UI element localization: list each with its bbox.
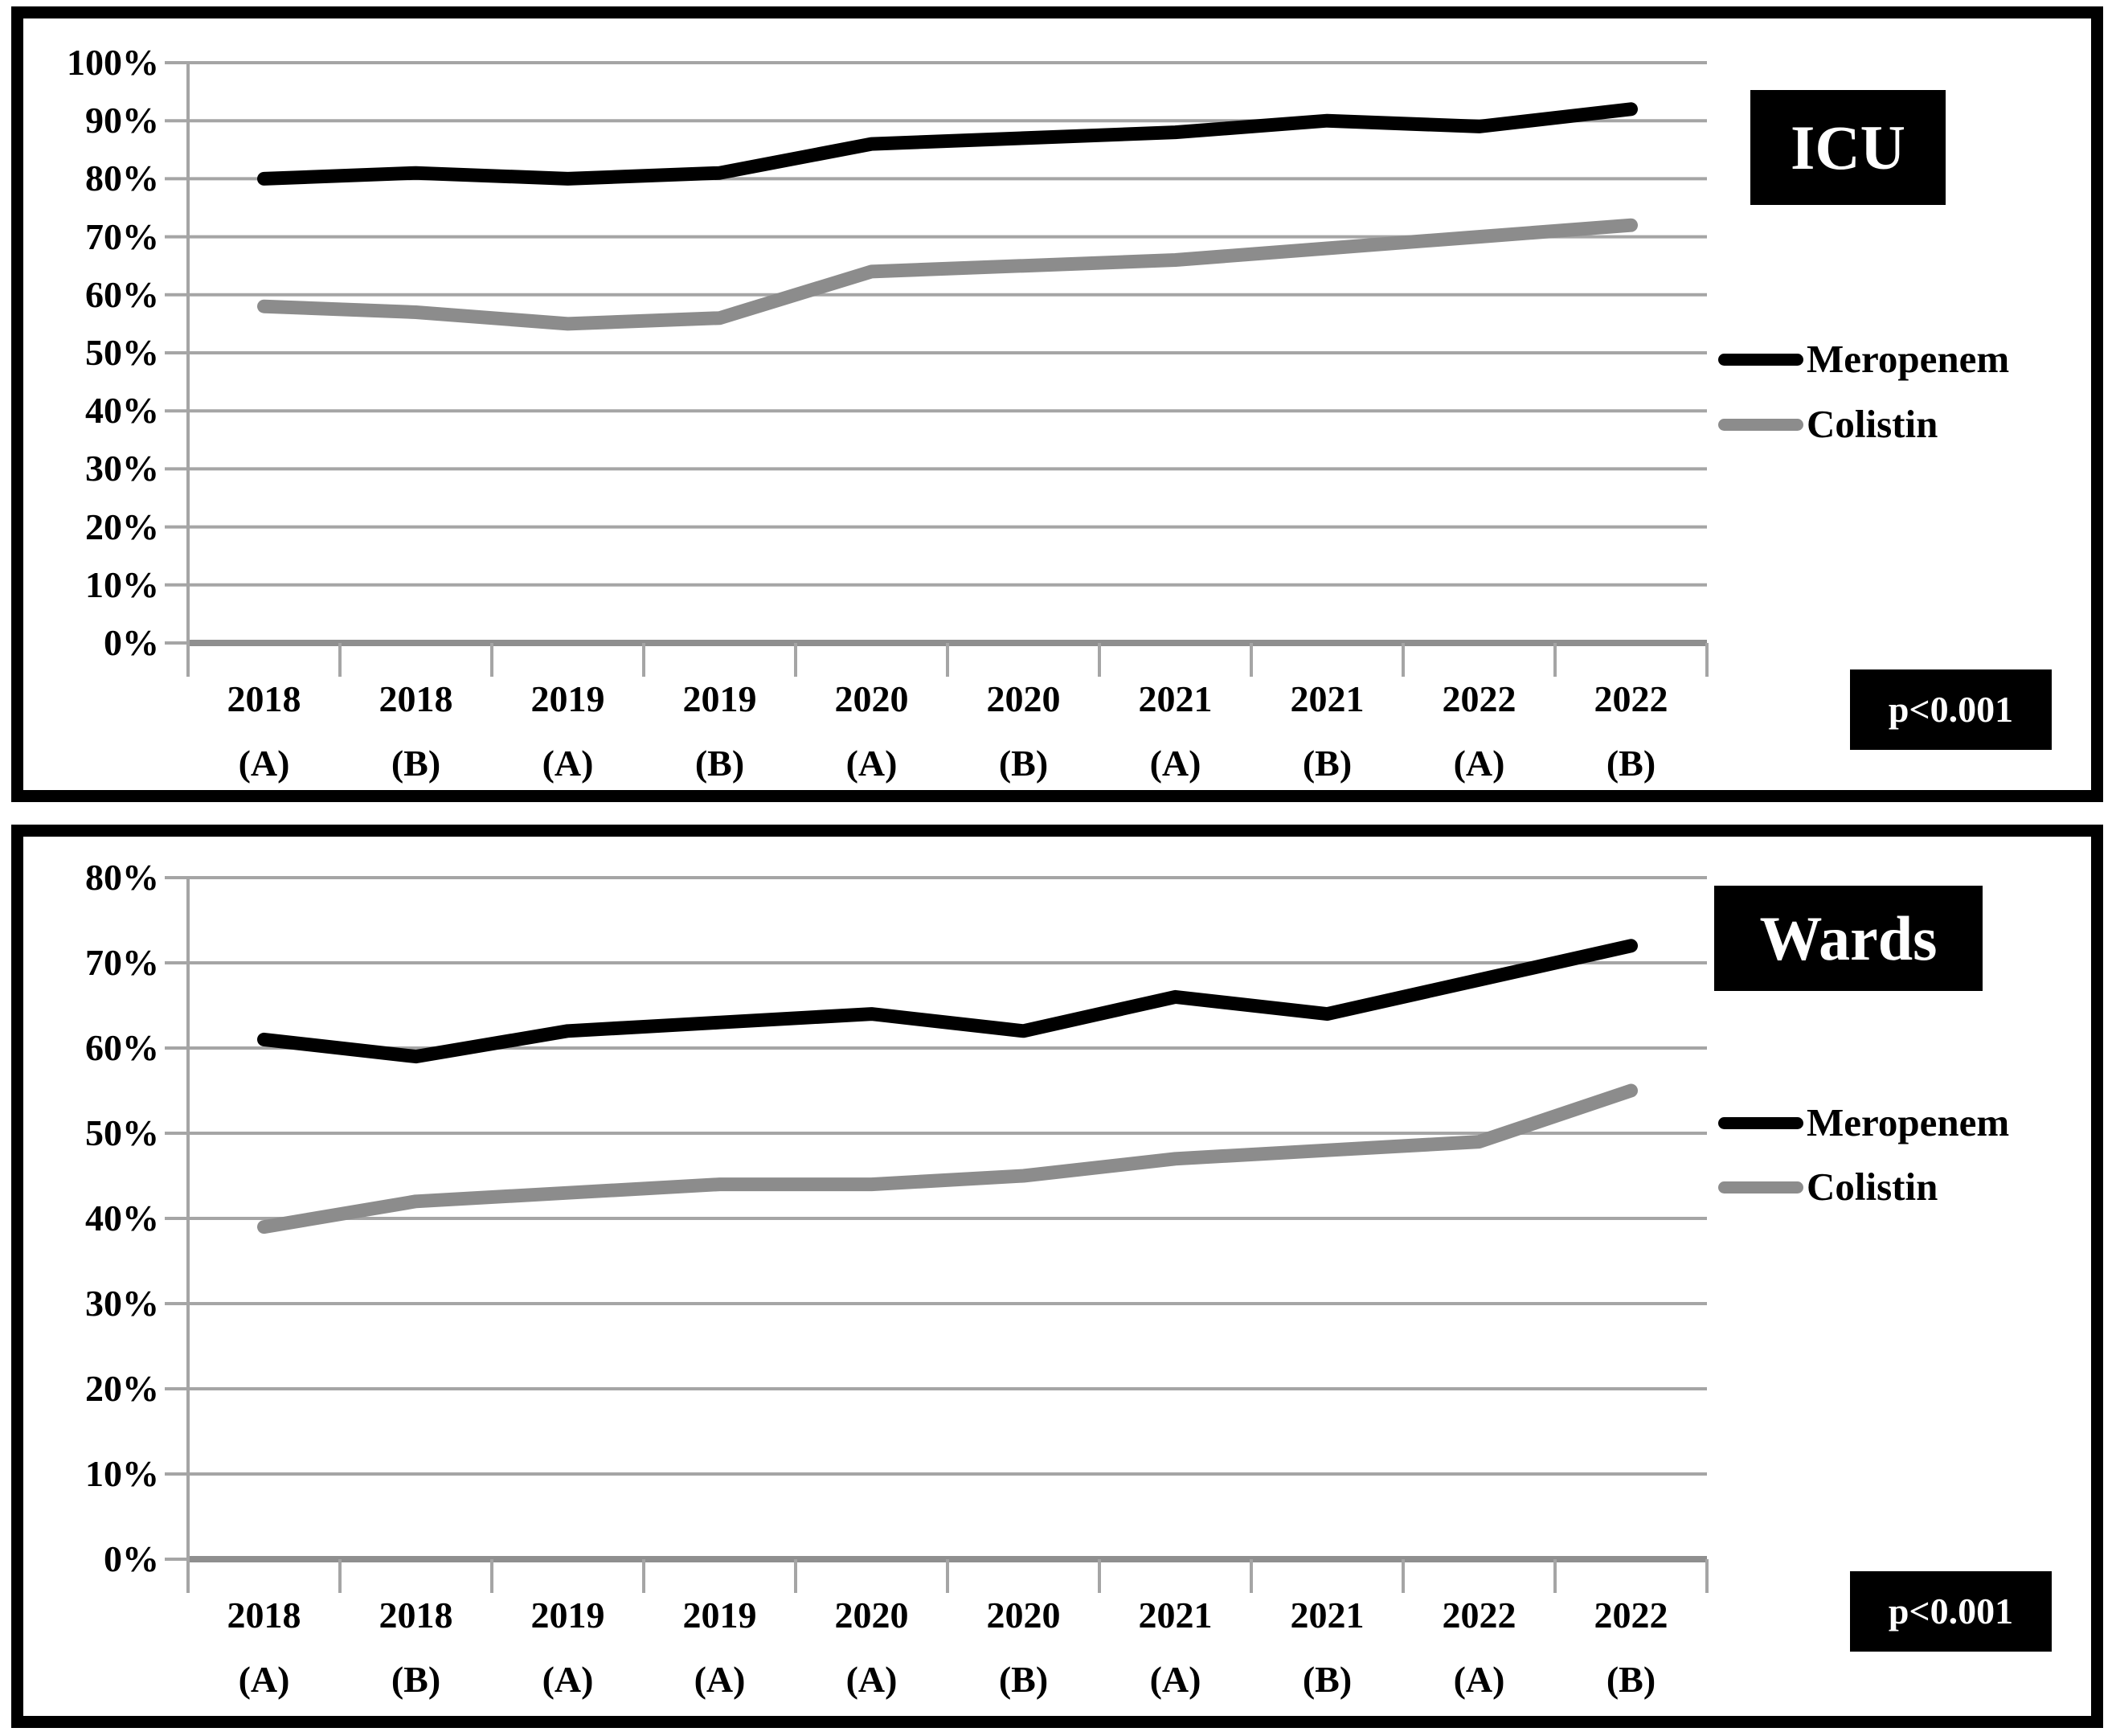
y-tick-label: 60%: [85, 1027, 159, 1068]
legend-label: Colistin: [1807, 402, 1938, 446]
y-tick-label: 30%: [85, 448, 159, 489]
x-tick-label: 2018 (A): [227, 1595, 301, 1700]
x-tick-label: 2022 (A): [1442, 678, 1516, 784]
y-tick-label: 40%: [85, 1198, 159, 1239]
p-value-badge: p<0.001: [1850, 1571, 2052, 1652]
legend-item-colistin: Colistin: [1718, 402, 1938, 447]
colistin-line-swatch: [1718, 418, 1803, 431]
y-tick-label: 50%: [85, 1112, 159, 1153]
x-tick-label: 2020 (A): [834, 1595, 909, 1700]
x-tick-label: 2018 (A): [227, 678, 301, 784]
y-tick-label: 70%: [85, 215, 159, 257]
x-tick-label: 2021 (B): [1290, 1595, 1365, 1700]
x-tick-label: 2019 (A): [530, 1595, 605, 1700]
y-tick-label: 70%: [85, 942, 159, 983]
x-tick-label: 2022 (B): [1594, 678, 1668, 784]
x-tick-label: 2021 (A): [1138, 678, 1213, 784]
x-tick-label: 2021 (A): [1138, 1595, 1213, 1700]
y-tick-label: 0%: [104, 1538, 159, 1579]
meropenem-line-swatch: [1718, 353, 1803, 366]
x-tick-label: 2022 (B): [1594, 1595, 1668, 1700]
x-tick-label: 2021 (B): [1290, 678, 1365, 784]
y-tick-label: 0%: [104, 622, 159, 663]
x-tick-label: 2020 (B): [986, 1595, 1061, 1700]
colistin-line-swatch: [1718, 1181, 1803, 1194]
y-tick-label: 100%: [67, 42, 159, 83]
legend-label: Colistin: [1807, 1165, 1938, 1209]
x-tick-label: 2022 (A): [1442, 1595, 1516, 1700]
x-tick-label: 2019 (A): [530, 678, 605, 784]
y-tick-label: 40%: [85, 390, 159, 432]
x-tick-label: 2018 (B): [379, 678, 453, 784]
legend-label: Meropenem: [1807, 337, 2010, 381]
y-tick-label: 10%: [85, 563, 159, 605]
y-tick-label: 80%: [85, 857, 159, 898]
y-tick-label: 80%: [85, 158, 159, 199]
x-tick-label: 2019 (A): [682, 1595, 757, 1700]
legend-item-meropenem: Meropenem: [1718, 337, 2009, 382]
y-tick-label: 30%: [85, 1283, 159, 1324]
legend-label: Meropenem: [1807, 1100, 2010, 1144]
y-tick-label: 90%: [85, 100, 159, 141]
legend-item-meropenem: Meropenem: [1718, 1100, 2009, 1145]
icu-title-box: ICU: [1750, 90, 1946, 205]
x-tick-label: 2019 (B): [682, 678, 757, 784]
p-value-badge: p<0.001: [1850, 669, 2052, 750]
wards-title-box: Wards: [1714, 886, 1983, 991]
y-tick-label: 20%: [85, 506, 159, 547]
x-tick-label: 2020 (B): [986, 678, 1061, 784]
y-tick-label: 50%: [85, 332, 159, 373]
legend-item-colistin: Colistin: [1718, 1165, 1938, 1210]
meropenem-line-swatch: [1718, 1116, 1803, 1129]
y-tick-label: 20%: [85, 1368, 159, 1409]
y-tick-label: 60%: [85, 273, 159, 315]
x-tick-label: 2020 (A): [834, 678, 909, 784]
y-tick-label: 10%: [85, 1453, 159, 1494]
x-tick-label: 2018 (B): [379, 1595, 453, 1700]
